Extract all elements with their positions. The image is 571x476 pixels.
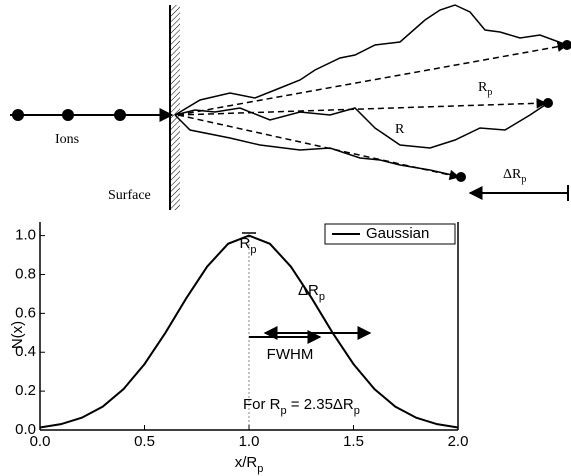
x-tick-label: 0.0 xyxy=(30,433,51,450)
ion xyxy=(12,109,24,121)
ion xyxy=(62,109,74,121)
y-tick-label: 0.6 xyxy=(15,304,36,321)
delta-main: ΔR xyxy=(298,282,319,299)
center-main: R xyxy=(240,235,251,252)
y-tick-label: 1.0 xyxy=(15,227,36,244)
projected-range-arrow xyxy=(177,41,569,116)
rp-label: Rp xyxy=(478,80,492,98)
ion-stop xyxy=(562,40,571,50)
x-axis-label: x/Rp xyxy=(235,454,264,475)
rp-sub: p xyxy=(487,87,492,98)
trajectory xyxy=(174,102,549,149)
rp-main: R xyxy=(478,80,488,95)
surface-label: Surface xyxy=(108,188,151,203)
formula: For Rp = 2.35ΔRp xyxy=(243,396,360,417)
y-axis-label: N(x) xyxy=(9,321,26,349)
x-label-main: x/R xyxy=(235,454,258,471)
curve xyxy=(39,234,459,429)
y-tick-label: 0.0 xyxy=(15,421,36,438)
x-tick-label: 1.5 xyxy=(343,433,364,450)
delta-rp-sub: p xyxy=(521,174,526,185)
projected-range-arrow xyxy=(177,98,548,116)
x-tick-label: 0.5 xyxy=(134,433,155,450)
gaussian-chart: Rp ΔRp FWHM For Rp = 2.35ΔRp N(x) x/Rp 0… xyxy=(9,222,468,475)
surface-hatch xyxy=(170,5,180,210)
formula-sub: p xyxy=(281,405,287,417)
legend-box xyxy=(324,223,456,245)
ion xyxy=(114,109,126,121)
center-sub: p xyxy=(250,244,256,256)
ion-stop xyxy=(543,98,553,108)
fwhm-label: FWHM xyxy=(267,346,314,363)
x-tick-label: 1.0 xyxy=(239,433,260,450)
y-tick-label: 0.2 xyxy=(15,382,36,399)
x-label-sub: p xyxy=(257,463,263,475)
formula-part: For R xyxy=(243,396,281,413)
trajectory xyxy=(174,4,568,116)
r-label: R xyxy=(395,122,405,137)
ion-diagram: Ions Surface Rp R ΔRp xyxy=(10,4,571,210)
delta-rp-label: ΔRp xyxy=(503,167,526,185)
y-tick-label: 0.8 xyxy=(15,265,36,282)
delta-rp-main: ΔR xyxy=(503,167,522,182)
formula-part: = 2.35ΔR xyxy=(287,396,354,413)
center-label: Rp xyxy=(240,235,257,256)
ions-label: Ions xyxy=(55,132,79,147)
ion-stop xyxy=(456,172,466,182)
projected-range-arrow xyxy=(177,114,461,181)
legend-label: Gaussian xyxy=(366,225,429,242)
y-tick-label: 0.4 xyxy=(15,343,36,360)
x-tick-label: 2.0 xyxy=(448,433,469,450)
delta-sub: p xyxy=(319,291,325,303)
formula-sub: p xyxy=(354,405,360,417)
